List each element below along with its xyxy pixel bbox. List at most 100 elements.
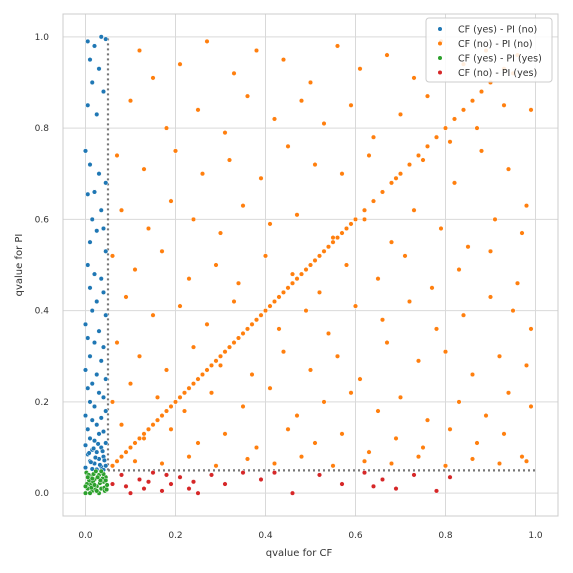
data-point	[98, 34, 104, 40]
data-point	[127, 490, 134, 496]
data-point	[96, 66, 102, 72]
data-point	[82, 483, 89, 489]
data-point	[348, 102, 354, 108]
data-point	[501, 431, 507, 437]
data-point	[456, 399, 462, 405]
data-point	[177, 61, 183, 67]
data-point	[168, 198, 174, 204]
data-point	[98, 415, 104, 421]
data-point	[91, 403, 98, 410]
data-point	[95, 441, 101, 447]
data-point	[82, 321, 89, 327]
data-point	[451, 116, 458, 122]
data-point	[87, 239, 93, 245]
data-point	[109, 253, 116, 259]
data-point	[82, 465, 89, 471]
data-point	[217, 230, 224, 236]
data-point	[366, 152, 372, 159]
data-point	[231, 298, 237, 305]
data-point	[91, 340, 98, 346]
data-point	[271, 298, 278, 305]
data-point	[253, 444, 260, 451]
data-point	[397, 394, 404, 400]
data-point	[510, 308, 516, 314]
data-point	[303, 267, 309, 273]
threshold-lines	[106, 36, 536, 472]
data-point	[222, 481, 228, 487]
data-point	[87, 285, 93, 291]
data-point	[87, 399, 93, 405]
data-point	[298, 98, 305, 104]
data-point	[226, 157, 233, 163]
data-point	[456, 267, 462, 273]
data-point	[483, 413, 489, 419]
data-point	[415, 358, 422, 364]
data-point	[87, 57, 93, 63]
data-point	[384, 52, 390, 58]
data-point	[271, 460, 278, 467]
data-point	[528, 107, 534, 113]
data-point	[186, 276, 192, 282]
data-point	[420, 444, 426, 451]
data-point	[420, 157, 426, 163]
data-point	[190, 216, 197, 222]
data-point	[100, 225, 107, 232]
data-point	[86, 450, 92, 456]
data-point	[177, 303, 183, 309]
data-point	[103, 312, 109, 318]
data-point	[85, 262, 91, 268]
data-point	[298, 454, 305, 460]
data-point	[442, 463, 449, 469]
data-point	[267, 303, 273, 309]
data-point	[94, 228, 100, 234]
data-point	[447, 474, 453, 480]
data-point	[240, 330, 246, 337]
data-point	[100, 344, 107, 350]
data-point	[95, 474, 101, 480]
x-tick-label: 0.0	[78, 531, 93, 541]
data-point	[375, 276, 381, 282]
data-point	[94, 298, 100, 305]
data-point	[89, 308, 95, 314]
data-point	[496, 460, 503, 467]
data-point	[136, 353, 143, 359]
legend-entry: CF (no) - PI (no)	[458, 39, 533, 50]
data-point	[150, 312, 156, 318]
data-point	[114, 340, 120, 346]
data-point	[186, 454, 192, 460]
data-point	[424, 143, 431, 149]
data-point	[150, 422, 156, 428]
data-point	[411, 207, 417, 213]
data-point	[402, 253, 408, 259]
data-point	[91, 438, 98, 444]
data-point	[267, 385, 273, 391]
data-point	[103, 477, 109, 483]
data-point	[88, 459, 94, 465]
data-point	[109, 463, 116, 469]
data-point	[94, 449, 100, 455]
data-point	[357, 66, 363, 72]
data-point	[132, 458, 138, 464]
data-point	[132, 267, 138, 273]
data-point	[285, 143, 291, 149]
data-point	[222, 349, 228, 355]
data-point	[98, 276, 104, 282]
data-point	[226, 344, 233, 350]
data-point	[163, 472, 170, 478]
data-point	[343, 262, 350, 268]
data-point	[505, 166, 512, 172]
data-point	[348, 221, 354, 227]
data-point	[253, 47, 260, 54]
data-point	[289, 271, 296, 277]
data-point	[96, 390, 102, 396]
data-point	[92, 455, 98, 461]
data-point	[469, 371, 476, 378]
data-point	[222, 431, 228, 437]
data-point	[163, 367, 170, 373]
data-point	[217, 353, 224, 359]
data-point	[271, 470, 278, 476]
data-point	[433, 326, 440, 332]
data-point	[505, 390, 512, 396]
data-point	[244, 456, 251, 462]
data-point	[87, 353, 93, 359]
